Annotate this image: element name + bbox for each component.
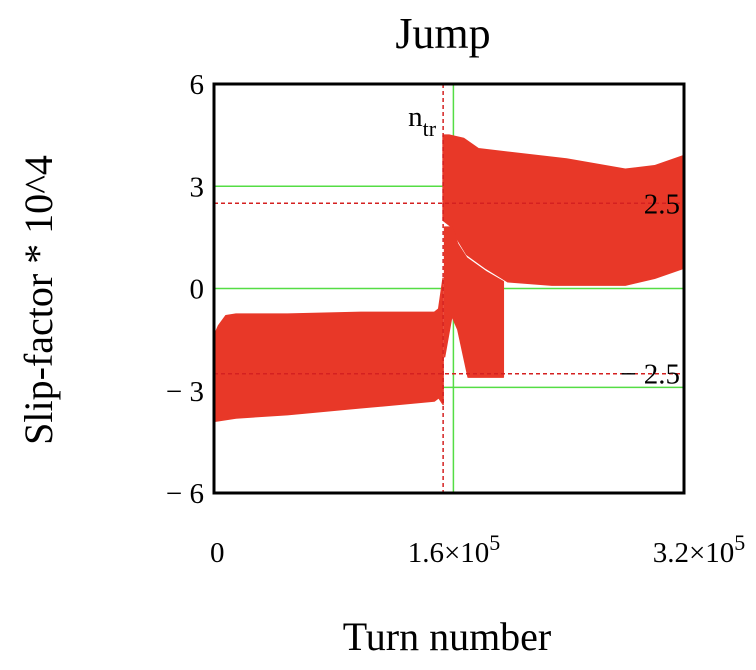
- reference-label: 2.5: [644, 188, 680, 220]
- series-band: [214, 277, 444, 423]
- reference-label-subscript: tr: [423, 116, 437, 141]
- x-tick-exponent: 5: [734, 530, 745, 555]
- x-axis-title: Turn number: [343, 614, 552, 659]
- y-tick-label: 6: [190, 69, 205, 101]
- y-tick-label: 3: [190, 171, 205, 203]
- x-tick-label: 3.2×105: [653, 530, 746, 569]
- y-axis-title: Slip-factor * 10^4: [16, 155, 61, 445]
- series-band: [443, 226, 505, 378]
- x-tick-label: 0: [210, 537, 225, 569]
- series-band: [442, 134, 684, 286]
- series-group: [214, 134, 684, 423]
- y-tick-label: 0: [190, 274, 205, 306]
- x-tick-exponent: 5: [489, 530, 500, 555]
- y-tick-label: − 6: [166, 478, 204, 510]
- chart-title: Jump: [395, 9, 490, 58]
- reference-label: − 2.5: [620, 359, 680, 391]
- plot-frame: [212, 82, 686, 495]
- x-tick-label: 1.6×105: [408, 530, 501, 569]
- reference-label: ntr: [408, 101, 437, 141]
- y-tick-label: − 3: [166, 376, 204, 408]
